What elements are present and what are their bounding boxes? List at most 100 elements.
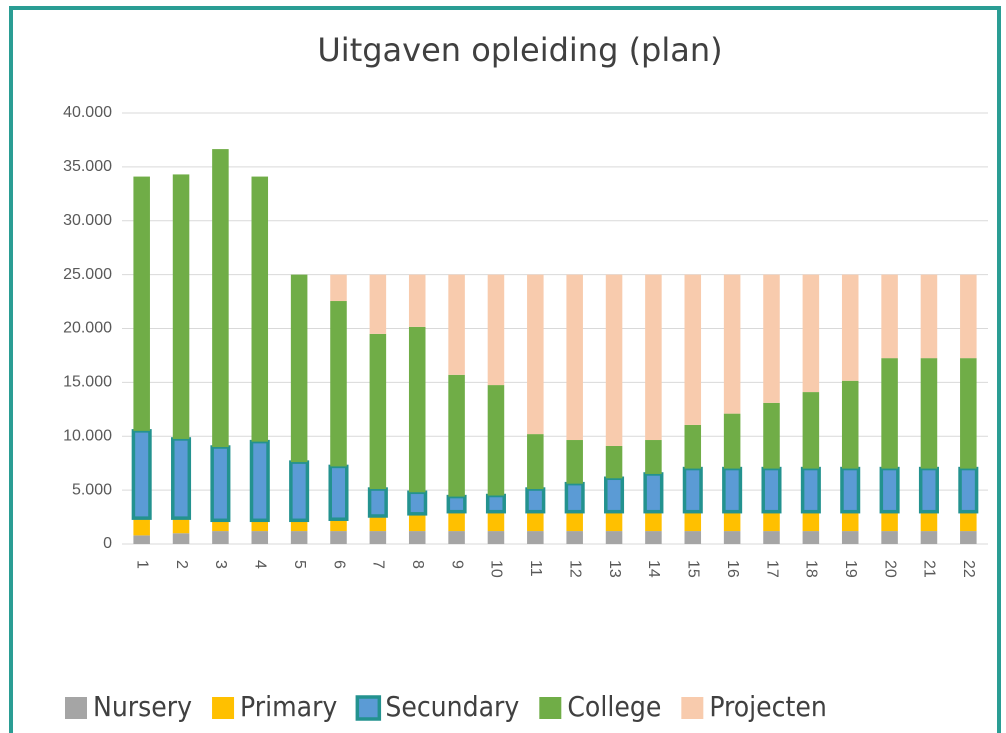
legend-label: Primary [240,690,337,723]
bar-segment [525,487,546,514]
x-tick-label: 3 [212,560,229,569]
legend-label: Secundary [385,690,519,723]
bar-segment [643,472,664,514]
bar-segment [367,487,388,518]
bar-segment [761,466,782,514]
legend-label: Nursery [93,690,192,723]
bar-segment [881,358,898,469]
bar-segment [133,176,150,431]
bar-segment [448,531,465,544]
x-tick-label: 17 [763,560,780,578]
bar-segment [723,413,741,469]
bar-segment [881,511,898,532]
x-tick-label: 2 [173,560,190,569]
bar-segment [566,511,583,532]
bar-segment [723,531,741,544]
bar-segment [566,274,583,441]
legend-label: College [567,690,661,723]
bar-segment [605,274,623,446]
bar-segment [330,274,347,302]
chart-title: Uitgaven opleiding (plan) [317,31,722,69]
y-tick-label: 10.000 [63,427,112,444]
bar-segment [487,385,505,496]
bar-segment [369,531,387,544]
x-tick-label: 12 [566,560,583,578]
bar-segment [920,511,938,532]
bar-segment [881,531,898,544]
bar-segment [918,466,939,514]
bar-segment [527,511,544,532]
bar-segment [448,274,465,375]
bar-segment [290,274,308,463]
bar-segment [487,511,505,532]
bar-segment [290,520,308,532]
legend-swatch [212,697,235,719]
bar-segment [645,511,662,532]
bar-segment [251,520,269,532]
bar-segment [408,274,426,327]
bar-segment [212,520,229,532]
x-tick-label: 11 [527,560,544,577]
bar-segment [841,380,859,469]
bar-segment [487,274,505,386]
bar-segment [800,466,821,514]
bar-segment [485,493,506,514]
y-tick-label: 0 [103,535,112,552]
x-tick-label: 13 [606,560,623,578]
bar-segment [566,531,583,544]
bar-segment [881,274,898,359]
legend-label: Projecten [709,690,827,723]
bar-segment [330,301,347,467]
bar-segment [527,531,544,544]
bar-segment [684,511,702,532]
x-tick-label: 18 [803,560,820,578]
y-tick-label: 25.000 [63,266,112,283]
bar-segment [487,531,505,544]
bar-segment [722,466,743,514]
bar-segment [172,533,190,544]
bar-segment [251,531,269,544]
bar-segment [408,326,426,493]
x-tick-label: 6 [330,560,347,569]
x-tick-label: 7 [370,560,387,569]
bar-segment [408,531,426,544]
bar-segment [369,515,387,532]
bar-segment [920,358,938,469]
x-tick-label: 4 [252,560,269,569]
bar-segment [645,274,662,441]
bar-segment [840,466,861,514]
bar-segment [802,531,820,544]
legend-swatch [681,697,704,719]
bar-segment [172,174,190,439]
bar-segment [605,445,623,479]
bar-segment [958,466,979,514]
bar-segment [723,274,741,414]
bar-segment [133,535,150,544]
bar-segment [684,531,702,544]
bar-segment [408,513,426,532]
bar-segment [763,511,780,532]
bar-segment [172,518,190,534]
x-tick-label: 21 [921,560,938,578]
x-tick-label: 22 [960,560,977,578]
bar-segment [763,402,780,469]
bar-segment [960,274,977,359]
bar-segment [684,424,702,469]
bar-segment [212,531,229,544]
bar-segment [369,274,387,334]
bar-segment [564,481,585,514]
x-tick-label: 10 [488,560,505,578]
bar-segment [171,437,192,520]
y-tick-label: 20.000 [63,320,112,337]
bar-segment [290,531,308,544]
bar-segment [682,466,703,514]
x-tick-label: 1 [133,560,150,569]
bar-segment [920,274,938,359]
bar-segment [802,392,820,469]
bar-segment [566,440,583,484]
bar-segment [960,531,977,544]
bar-segment [407,490,428,516]
x-tick-label: 14 [645,560,662,578]
x-tick-label: 20 [881,560,898,578]
bar-segment [802,511,820,532]
